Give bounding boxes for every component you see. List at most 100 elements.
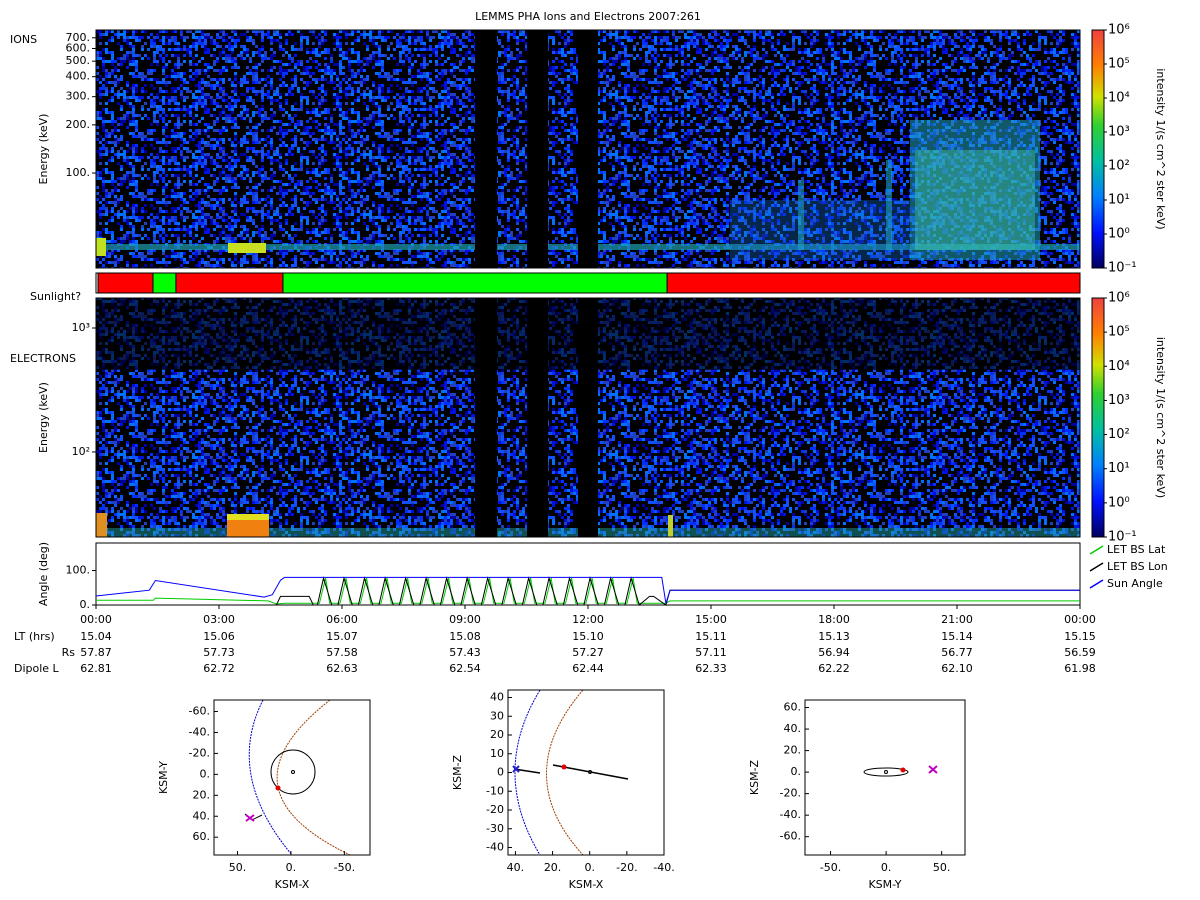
x-tick-label: 50. [933, 861, 951, 874]
x-tick-label: 0. [881, 861, 892, 874]
texture [798, 180, 804, 250]
texture [96, 238, 106, 256]
legend-swatch [1089, 579, 1104, 589]
y-tick-label: 0. [80, 598, 91, 611]
x-tick-label: 0. [584, 861, 595, 874]
row-value: 15.08 [449, 630, 481, 643]
texture [910, 120, 1040, 260]
y-axis-label: Angle (deg) [37, 542, 50, 606]
panel-orbit: 40. 20. 0. -20. -40. 40 30 20 10 0 -10 -20 -30 -40 KSM… [451, 689, 675, 891]
x-tick-label: 40. [507, 861, 525, 874]
y-tick-label: 20. [784, 744, 802, 757]
row-value: 62.81 [80, 662, 112, 675]
colorbar [1091, 297, 1105, 538]
y-tick-label: 700. [66, 31, 91, 44]
row-value: 56.59 [1064, 646, 1096, 659]
x-tick-label: -50. [820, 861, 841, 874]
row-value: 62.72 [203, 662, 235, 675]
y-tick-label: 300. [66, 90, 91, 103]
y-tick-label: 40 [490, 691, 504, 704]
colorbar-tick-label: 10⁻¹ [1108, 530, 1137, 545]
x-tick-label: 12:00 [572, 613, 604, 626]
colorbar [1091, 29, 1105, 269]
x-tick-label: 50. [229, 861, 247, 874]
row-value: 15.13 [818, 630, 850, 643]
colorbar-tick-label: 10⁴ [1108, 91, 1130, 106]
y-tick-label: -20 [486, 803, 504, 816]
y-tick-label: 0. [791, 765, 802, 778]
row-value: 57.73 [203, 646, 235, 659]
y-tick-label: -60. [780, 830, 801, 843]
y-axis-label: KSM-Z [748, 759, 761, 795]
series-line [95, 576, 1080, 604]
series-line [96, 576, 1080, 606]
panel-spectrogram: LEMMS PHA Ions and Electrons 2007:261 ION… [10, 10, 1167, 276]
y-axis-label: KSM-Z [451, 754, 464, 790]
row-value: 15.14 [941, 630, 973, 643]
x-tick-label: 20. [544, 861, 562, 874]
row-value: 57.87 [80, 646, 112, 659]
row-value: 15.10 [572, 630, 604, 643]
sunlight-segment [97, 272, 154, 294]
row-label: LT (hrs) [14, 630, 55, 643]
legend-label: LET BS Lon [1107, 560, 1168, 573]
data-gap [475, 298, 497, 537]
row-value: 15.06 [203, 630, 235, 643]
y-tick-label: 600. [66, 42, 91, 55]
colorbar-tick-label: 10⁻¹ [1108, 261, 1137, 276]
y-tick-label: 20 [490, 728, 504, 741]
colorbar-label: intensity 1/(s cm^2 ster keV) [1154, 68, 1167, 229]
panel-orbit: 50. 0. -50. -60. -40. -20. 0. 20. 40. 60. KSM-X KSM… [157, 699, 371, 891]
row-value: 57.11 [695, 646, 727, 659]
row-value: 62.44 [572, 662, 604, 675]
colorbar-tick-label: 10² [1108, 427, 1130, 442]
y-axis-label: KSM-Y [157, 761, 170, 794]
y-tick-label: 40. [193, 809, 211, 822]
y-tick-label: -60. [189, 705, 210, 718]
row-label: Dipole L [14, 662, 60, 675]
sunlight-segment [666, 272, 1081, 294]
row-label: Rs [62, 646, 76, 659]
panel-spectrogram: ELECTRONS Energy (keV) 10² 10³ 10⁻¹ 10⁰ 10¹ 10²… [10, 291, 1167, 545]
x-axis-label: KSM-X [569, 878, 604, 891]
y-tick-label: -40. [780, 808, 801, 821]
y-tick-label: 100. [66, 166, 91, 179]
y-tick-label: 60. [784, 701, 802, 714]
row-value: 62.10 [941, 662, 973, 675]
y-tick-label: -30 [486, 822, 504, 835]
row-value: 61.98 [1064, 662, 1096, 675]
x-tick-label: 06:00 [326, 613, 358, 626]
data-gap [527, 30, 548, 268]
colorbar-tick-label: 10³ [1108, 393, 1130, 408]
x-tick-label: 18:00 [818, 613, 850, 626]
row-value: 62.63 [326, 662, 358, 675]
x-axis-label: KSM-Y [868, 878, 901, 891]
x-tick-label: 09:00 [449, 613, 481, 626]
y-tick-label: 40. [784, 722, 802, 735]
texture [886, 160, 892, 250]
colorbar-tick-label: 10² [1108, 159, 1130, 174]
x-tick-label: 15:00 [695, 613, 727, 626]
texture [668, 515, 673, 537]
y-tick-label: 0. [200, 767, 211, 780]
row-value: 62.22 [818, 662, 850, 675]
panel-label: Sunlight? [30, 290, 81, 303]
y-axis-label: Energy (keV) [37, 114, 50, 185]
row-value: 56.94 [818, 646, 850, 659]
y-tick-label: 200. [66, 118, 91, 131]
y-tick-label: 400. [66, 70, 91, 83]
y-axis-label: Energy (keV) [37, 382, 50, 453]
row-value: 62.54 [449, 662, 481, 675]
colorbar-tick-label: 10⁶ [1108, 291, 1130, 306]
x-tick-label: 21:00 [941, 613, 973, 626]
y-tick-label: -40 [486, 841, 504, 854]
data-gap [475, 30, 497, 268]
row-value: 57.27 [572, 646, 604, 659]
y-tick-label: 10 [490, 747, 504, 760]
sunlight-segment [282, 272, 668, 294]
plot-frame [213, 699, 371, 856]
y-tick-label: -20. [189, 746, 210, 759]
x-tick-label: -20. [616, 861, 637, 874]
y-tick-label: -20. [780, 787, 801, 800]
